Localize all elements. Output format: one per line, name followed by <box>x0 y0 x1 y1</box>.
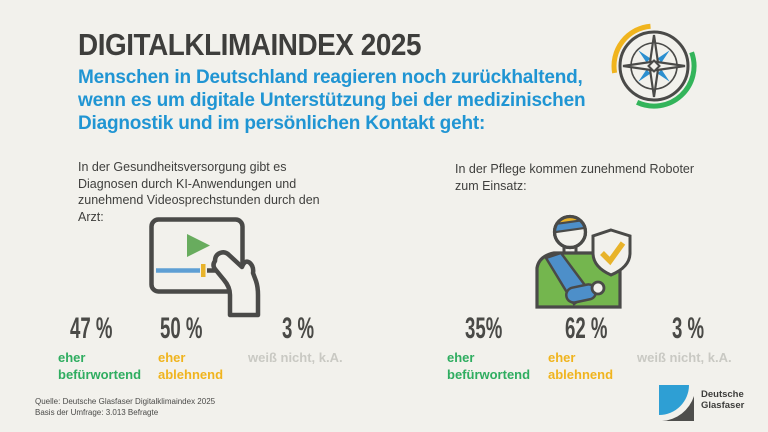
page-title: DIGITALKLIMAINDEX 2025 <box>78 27 422 62</box>
stat-label: eher befürwortend <box>447 350 531 382</box>
stat-care-reject: 62 % eher ablehnend <box>548 314 648 383</box>
pointing-hand-icon <box>211 250 261 318</box>
page-subtitle: Menschen in Deutschland reagieren noch z… <box>78 67 586 134</box>
stat-care-approve: 35% eher befürwortend <box>447 314 547 383</box>
stat-value: 47 % <box>70 312 113 345</box>
stat-value: 3 % <box>672 312 705 345</box>
section-health-intro: In der Gesundheitsversorgung gibt es Dia… <box>78 160 320 224</box>
source-note: Quelle: Deutsche Glasfaser Digitalklimai… <box>35 396 215 418</box>
compass-icon <box>610 22 698 110</box>
bandage-band <box>555 218 585 234</box>
source-line-2: Basis der Umfrage: 3.013 Befragte <box>35 408 159 417</box>
stat-value: 50 % <box>160 312 203 345</box>
play-icon <box>187 234 210 257</box>
stat-value: 35% <box>465 312 503 345</box>
deutsche-glasfaser-logo-icon <box>656 383 696 423</box>
checkmark-icon <box>600 241 626 266</box>
stat-label: eher ablehnend <box>158 350 224 382</box>
stat-health-reject: 50 % eher ablehnend <box>158 314 258 383</box>
stat-label: eher ablehnend <box>548 350 614 382</box>
source-line-1: Quelle: Deutsche Glasfaser Digitalklimai… <box>35 397 216 406</box>
stat-care-unknown: 3 % weiß nicht, k.A. <box>637 314 737 366</box>
deutsche-glasfaser-logo-text: Deutsche Glasfaser <box>701 389 744 411</box>
logo-text-line-1: Deutsche <box>701 389 744 400</box>
stat-health-approve: 47 % eher befürwortend <box>58 314 158 383</box>
section-care-intro: In der Pflege kommen zunehmend Roboter z… <box>455 162 695 193</box>
stat-label: weiß nicht, k.A. <box>637 350 732 365</box>
patient-care-shield-icon <box>528 206 638 318</box>
stat-value: 62 % <box>565 312 608 345</box>
stat-health-unknown: 3 % weiß nicht, k.A. <box>248 314 348 366</box>
logo-text-line-2: Glasfaser <box>701 400 745 411</box>
stat-value: 3 % <box>282 312 315 345</box>
stat-label: eher befürwortend <box>58 350 142 382</box>
video-consultation-icon <box>149 217 262 318</box>
stat-label: weiß nicht, k.A. <box>248 350 343 365</box>
shield-icon <box>591 228 632 277</box>
